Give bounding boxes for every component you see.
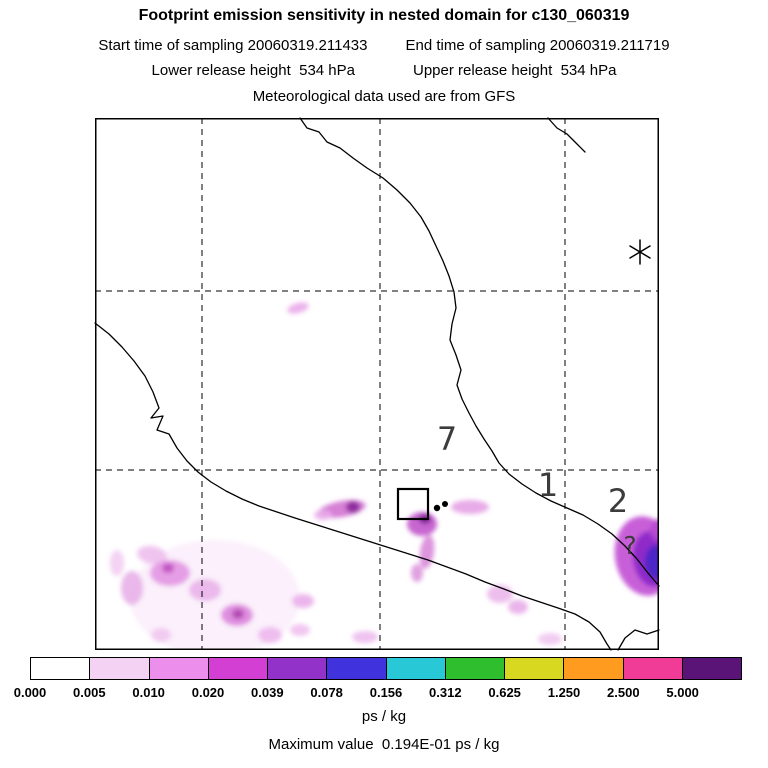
colorbar-tick: 1.250: [547, 685, 581, 700]
colorbar-segment: [207, 658, 267, 679]
colorbar-segment: [31, 658, 90, 679]
sensitivity-blob: [419, 535, 435, 569]
aircraft-dots: [433, 501, 448, 512]
sensitivity-blob: [189, 579, 221, 601]
coastline: [94, 117, 660, 651]
colorbar-segment: [622, 658, 682, 679]
upper-release-text: Upper release height 534 hPa: [413, 62, 617, 79]
sensitivity-blob: [314, 510, 332, 520]
track-label-1: 1: [538, 466, 558, 504]
colorbar-ticks: 0.000 0.005 0.010 0.020 0.039 0.078 0.156 0.312…: [14, 685, 742, 701]
lower-release-text: Lower release height 534 hPa: [151, 62, 355, 79]
colorbar-segment: [444, 658, 504, 679]
sensitivity-blob: [287, 302, 309, 314]
colorbar: [30, 657, 742, 680]
sensitivity-blob: [352, 631, 378, 643]
track-label-7: 7: [437, 420, 457, 458]
max-value-text: Maximum value 0.194E-01 ps / kg: [268, 736, 500, 753]
colorbar-tick: 0.005: [73, 685, 106, 700]
sensitivity-blob: [232, 609, 244, 619]
colorbar-segment: [504, 658, 564, 679]
colorbar-tick: 0.156: [369, 685, 403, 700]
colorbar-tick: 0.010: [132, 685, 165, 700]
grid-lines: [95, 118, 659, 650]
sensitivity-blob: [151, 628, 171, 642]
map-border: [95, 118, 659, 650]
units-label: ps / kg: [361, 708, 407, 725]
colorbar-segment: [148, 658, 208, 679]
sensitivity-blob: [508, 600, 528, 614]
met-data-text: Meteorological data used are from GFS: [252, 88, 516, 105]
sensitivity-blob: [645, 545, 659, 579]
colorbar-segment: [385, 658, 445, 679]
sensitivity-blob: [258, 627, 282, 643]
end-time-text: End time of sampling 20060319.211719: [405, 37, 670, 54]
release-heights-row: Lower release height 534 hPa Upper relea…: [0, 62, 768, 79]
start-time-text: Start time of sampling 20060319.211433: [98, 37, 368, 54]
star-marker: [629, 239, 651, 265]
sampling-times-row: Start time of sampling 20060319.211433 E…: [0, 37, 768, 54]
colorbar-tick: 0.625: [488, 685, 521, 700]
colorbar-tick: 0.039: [251, 685, 284, 700]
footprint-map: 7 1 2 ?: [94, 117, 660, 651]
sensitivity-blob: [121, 571, 143, 605]
colorbar-tick: 5.000: [666, 685, 699, 700]
colorbar-segment: [563, 658, 623, 679]
sensitivity-blob: [346, 501, 360, 513]
sensitivity-blob: [162, 563, 174, 573]
sensitivity-blob: [137, 545, 167, 565]
colorbar-tick: 0.020: [191, 685, 225, 700]
sensitivity-field: [110, 302, 659, 650]
sensitivity-blob: [650, 519, 659, 541]
sensitivity-blob: [451, 500, 489, 514]
sensitivity-blob: [538, 633, 562, 645]
colorbar-tick: 0.000: [13, 685, 47, 700]
sensitivity-blob: [292, 594, 314, 608]
sensitivity-blob: [150, 560, 190, 586]
colorbar-tick: 2.500: [607, 685, 640, 700]
sensitivity-blob: [290, 624, 310, 636]
track-label-question: ?: [623, 531, 636, 560]
map-panel: 7 1 2 ?: [94, 117, 660, 651]
release-box: [396, 487, 430, 521]
track-label-2: 2: [608, 482, 628, 520]
colorbar-segment: [681, 658, 741, 679]
colorbar-segment: [326, 658, 386, 679]
colorbar-segment: [89, 658, 149, 679]
colorbar-tick: 0.312: [429, 685, 462, 700]
colorbar-segment: [267, 658, 327, 679]
colorbar-tick: 0.078: [310, 685, 343, 700]
sensitivity-blob: [110, 550, 124, 576]
sensitivity-blob: [411, 564, 423, 582]
page-title: Footprint emission sensitivity in nested…: [138, 7, 630, 24]
